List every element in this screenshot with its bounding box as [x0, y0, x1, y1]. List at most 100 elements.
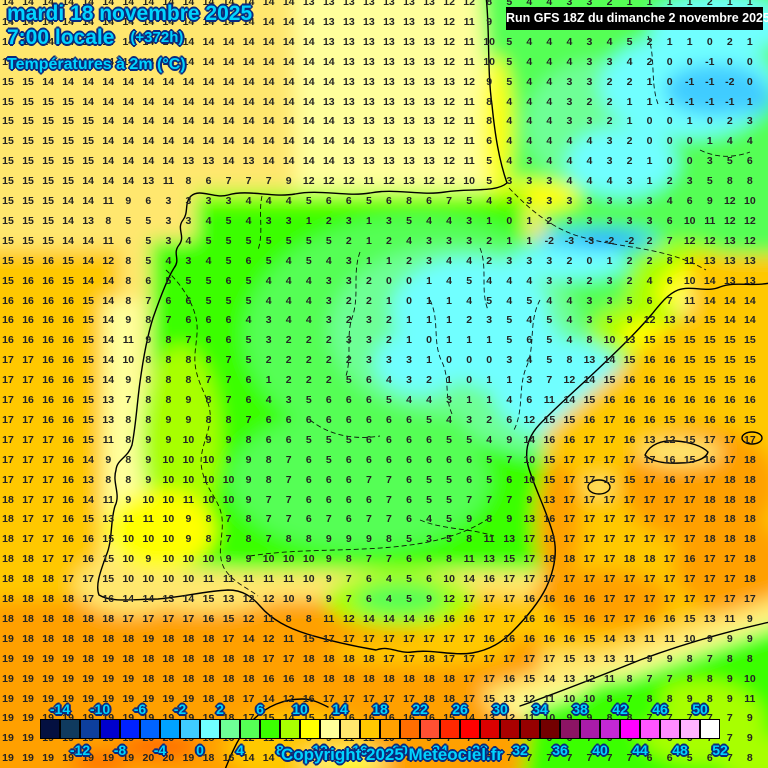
grid-temperature-value: 14 [263, 16, 275, 28]
grid-temperature-value: 17 [724, 593, 736, 605]
grid-temperature-value: -1 [665, 96, 674, 108]
grid-temperature-value: 15 [2, 175, 14, 187]
grid-temperature-value: 17 [323, 693, 335, 705]
grid-temperature-value: 19 [122, 693, 134, 705]
grid-temperature-value: 1 [406, 314, 412, 326]
grid-temperature-value: 8 [406, 752, 412, 764]
grid-temperature-value: 13 [423, 155, 435, 167]
grid-temperature-value: 14 [283, 56, 295, 68]
grid-temperature-value: 13 [383, 0, 395, 8]
colorbar-label: 16 [352, 742, 368, 758]
colorbar-label: 52 [712, 742, 728, 758]
grid-temperature-value: 2 [346, 295, 352, 307]
grid-temperature-value: 11 [464, 135, 475, 147]
grid-temperature-value: 14 [544, 673, 556, 685]
grid-temperature-value: 2 [607, 76, 613, 88]
grid-temperature-value: 3 [386, 354, 392, 366]
grid-temperature-value: 4 [446, 255, 452, 267]
grid-temperature-value: 2 [707, 0, 713, 8]
grid-temperature-value: 10 [604, 334, 616, 346]
grid-temperature-value: 14 [263, 76, 275, 88]
grid-temperature-value: 10 [143, 533, 155, 545]
grid-temperature-value: -1 [705, 96, 714, 108]
grid-temperature-value: 3 [366, 334, 372, 346]
grid-temperature-value: 5 [206, 295, 212, 307]
grid-temperature-value: 16 [684, 553, 696, 565]
grid-temperature-value: 19 [62, 673, 74, 685]
grid-temperature-value: 3 [366, 314, 372, 326]
grid-temperature-value: 16 [42, 275, 54, 287]
grid-temperature-value: 10 [183, 454, 195, 466]
grid-temperature-value: 16 [584, 613, 596, 625]
grid-temperature-value: 9 [506, 513, 512, 525]
grid-temperature-value: 2 [286, 334, 292, 346]
grid-temperature-value: 2 [286, 354, 292, 366]
grid-temperature-value: 6 [506, 414, 512, 426]
grid-temperature-value: 3 [546, 195, 552, 207]
grid-temperature-value: 18 [163, 673, 175, 685]
grid-temperature-value: 17 [443, 633, 455, 645]
grid-temperature-value: 14 [122, 96, 134, 108]
grid-temperature-value: 19 [203, 712, 215, 724]
grid-temperature-value: 8 [386, 533, 392, 545]
grid-temperature-value: 18 [303, 673, 315, 685]
colorbar-swatch [140, 719, 160, 739]
grid-temperature-value: 6 [366, 394, 372, 406]
grid-temperature-value: 8 [306, 533, 312, 545]
grid-temperature-value: 15 [62, 155, 74, 167]
grid-temperature-value: 3 [707, 155, 713, 167]
grid-temperature-value: 18 [243, 653, 255, 665]
grid-temperature-value: 16 [223, 752, 235, 764]
grid-temperature-value: 16 [744, 374, 756, 386]
colorbar-swatch [380, 719, 400, 739]
grid-temperature-value: 12 [263, 593, 275, 605]
grid-temperature-value: 15 [2, 275, 14, 287]
grid-temperature-value: 18 [744, 454, 756, 466]
grid-temperature-value: 7 [486, 494, 492, 506]
grid-temperature-value: 3 [206, 195, 212, 207]
grid-temperature-value: 1 [647, 0, 653, 8]
grid-temperature-value: 4 [406, 394, 412, 406]
grid-temperature-value: 16 [564, 434, 576, 446]
grid-temperature-value: 15 [303, 712, 315, 724]
grid-temperature-value: 3 [506, 195, 512, 207]
grid-temperature-value: 16 [42, 334, 54, 346]
grid-temperature-value: 6 [707, 752, 713, 764]
grid-temperature-value: 14 [704, 295, 716, 307]
grid-temperature-value: 2 [546, 215, 552, 227]
grid-temperature-value: 5 [246, 334, 252, 346]
grid-temperature-value: 5 [466, 195, 472, 207]
grid-temperature-value: 11 [103, 235, 114, 247]
grid-temperature-value: 7 [366, 474, 372, 486]
grid-temperature-value: 16 [62, 374, 74, 386]
colorbar-label: 4 [236, 742, 244, 758]
grid-temperature-value: 14 [82, 494, 94, 506]
grid-temperature-value: 17 [604, 454, 616, 466]
grid-temperature-value: 13 [343, 96, 355, 108]
grid-temperature-value: 18 [343, 653, 355, 665]
grid-temperature-value: 3 [647, 215, 653, 227]
grid-temperature-value: 17 [463, 673, 475, 685]
grid-temperature-value: 7 [566, 752, 572, 764]
grid-temperature-value: 15 [22, 215, 34, 227]
grid-temperature-value: 14 [102, 56, 114, 68]
grid-temperature-value: 6 [386, 454, 392, 466]
grid-temperature-value: 5 [526, 295, 532, 307]
grid-temperature-value: 16 [263, 673, 275, 685]
grid-temperature-value: 18 [343, 673, 355, 685]
grid-temperature-value: 17 [363, 633, 375, 645]
grid-temperature-value: 4 [727, 135, 733, 147]
run-info-box: Run GFS 18Z du dimanche 2 novembre 2025 [506, 7, 768, 30]
grid-temperature-value: 1 [727, 0, 733, 8]
grid-temperature-value: 6 [206, 314, 212, 326]
grid-temperature-value: 16 [283, 673, 295, 685]
grid-temperature-value: 17 [564, 454, 576, 466]
grid-temperature-value: 12 [102, 255, 114, 267]
grid-temperature-value: 19 [22, 673, 34, 685]
grid-temperature-value: 16 [363, 712, 375, 724]
grid-temperature-value: 15 [744, 334, 756, 346]
grid-temperature-value: 15 [22, 195, 34, 207]
grid-temperature-value: 7 [707, 712, 713, 724]
grid-temperature-value: 5 [266, 235, 272, 247]
